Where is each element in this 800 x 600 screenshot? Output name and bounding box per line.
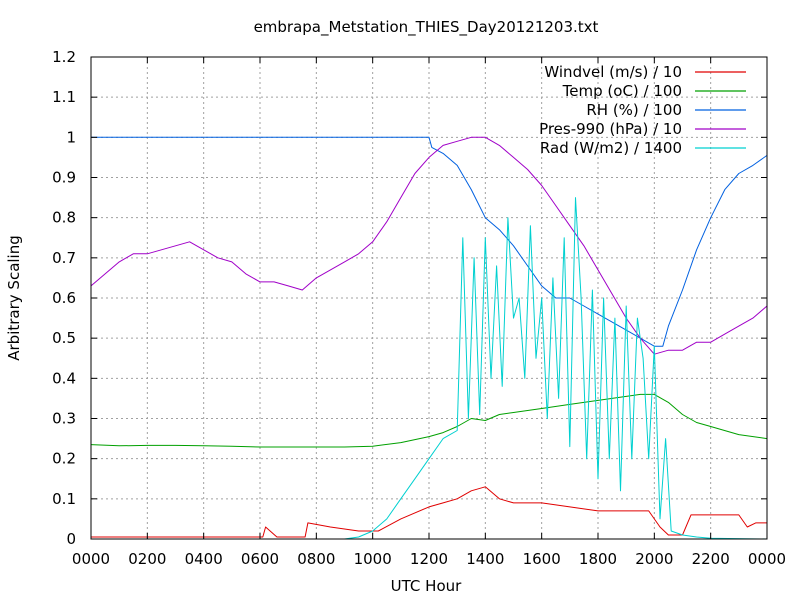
x-tick-label: 1200	[410, 550, 448, 568]
y-tick-label: 1.1	[52, 88, 76, 106]
x-tick-label: 1600	[523, 550, 561, 568]
x-tick-label: 0200	[128, 550, 166, 568]
y-tick-label: 1.2	[52, 48, 76, 66]
y-tick-label: 0.3	[52, 410, 76, 428]
chart-title: embrapa_Metstation_THIES_Day20121203.txt	[254, 18, 599, 37]
x-tick-label: 1800	[579, 550, 617, 568]
series-line-5	[91, 197, 768, 540]
y-tick-label: 1	[66, 128, 76, 146]
y-axis-title: Arbitrary Scaling	[5, 235, 23, 361]
x-tick-label: 0600	[241, 550, 279, 568]
y-tick-label: 0.6	[52, 289, 76, 307]
legend-label-1: Windvel (m/s) / 10	[544, 63, 682, 81]
y-tick-label: 0.2	[52, 450, 76, 468]
y-tick-label: 0.7	[52, 249, 76, 267]
x-axis-title: UTC Hour	[391, 577, 462, 595]
legend-label-3: RH (%) / 100	[586, 101, 682, 119]
series-line-3	[91, 136, 768, 347]
x-tick-label: 2200	[692, 550, 730, 568]
x-tick-label: 0000	[748, 550, 786, 568]
series-line-2	[90, 393, 768, 448]
y-tick-label: 0.5	[52, 329, 76, 347]
series-line-1	[91, 486, 767, 538]
x-tick-label: 0000	[72, 550, 110, 568]
y-tick-label: 0.8	[52, 209, 76, 227]
plot-area	[90, 136, 768, 540]
y-tick-label: 0	[66, 530, 76, 548]
x-tick-label: 2000	[635, 550, 673, 568]
x-tick-label: 0800	[297, 550, 335, 568]
axis-ticks: 0000 0200 0400 0600 0800 1000 1200 1400 1600 1800…	[52, 48, 786, 568]
x-tick-label: 1400	[466, 550, 504, 568]
x-tick-label: 1000	[354, 550, 392, 568]
y-tick-label: 0.1	[52, 490, 76, 508]
legend-label-5: Rad (W/m2) / 1400	[540, 139, 682, 157]
y-tick-label: 0.9	[52, 169, 76, 187]
x-tick-label: 0400	[185, 550, 223, 568]
legend-label-4: Pres-990 (hPa) / 10	[539, 120, 682, 138]
y-tick-label: 0.4	[52, 369, 76, 387]
legend-label-2: Temp (oC) / 100	[562, 82, 682, 100]
